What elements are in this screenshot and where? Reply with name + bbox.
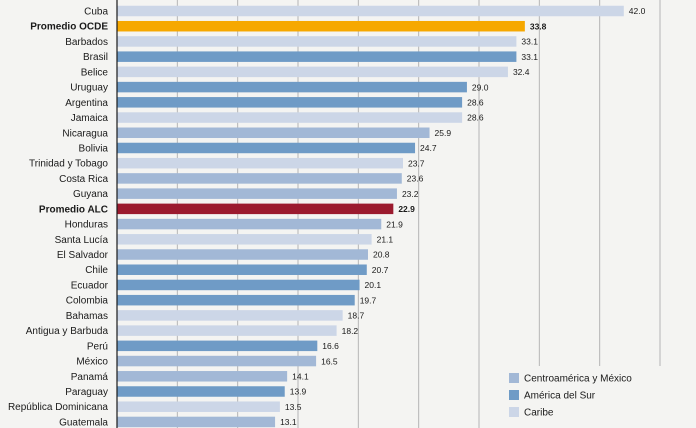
legend-swatch [509,407,519,417]
category-label: Guatemala [59,417,108,428]
bar [117,325,337,336]
value-label: 33.8 [530,21,547,31]
bars [117,5,624,428]
category-label: Panamá [71,372,109,383]
category-label: Costa Rica [59,174,108,185]
bar [117,20,525,32]
category-label: Barbados [65,37,108,48]
category-label: El Salvador [57,250,109,261]
value-label: 28.6 [467,98,484,108]
value-label: 23.7 [408,158,425,168]
value-label: 25.9 [435,128,452,138]
bar [117,81,467,93]
category-label: Colombia [66,296,109,307]
bar [117,355,317,367]
value-label: 21.9 [386,219,403,229]
category-label: Santa Lucía [55,235,109,246]
value-label: 18.2 [342,326,359,336]
bar [117,264,367,275]
category-label: Nicaragua [62,128,108,139]
category-label: Bolivia [79,143,109,154]
value-label: 28.6 [467,113,484,123]
value-label: 14.1 [292,371,309,381]
category-label: Trinidad y Tobago [29,159,108,170]
legend-swatch [509,373,519,383]
value-label: 16.6 [322,341,339,351]
bar [117,218,382,230]
category-label: Ecuador [71,280,109,291]
category-label: Jamaica [71,113,109,124]
value-label: 22.9 [398,204,415,214]
category-label: Cuba [84,7,108,18]
value-label: 32.4 [513,67,530,77]
value-label: 19.7 [360,295,377,305]
category-label: Antigua y Barbuda [26,326,109,337]
category-label: Honduras [65,220,108,231]
bar [117,340,318,352]
bar [117,5,624,17]
legend-label: Caribe [524,408,554,419]
value-label: 33.1 [521,37,538,47]
bar [117,36,517,47]
legend-background [496,366,696,428]
value-label: 13.9 [290,387,307,397]
bar [117,416,276,428]
bar [117,188,397,199]
category-label: República Dominicana [8,402,108,413]
bar [117,234,372,245]
category-label: Uruguay [70,83,108,94]
bar [117,371,288,382]
value-label: 18.7 [348,311,365,321]
category-labels: Cuba Promedio OCDE Barbados Brasil Belice Uru… [8,7,109,428]
bar [117,401,280,412]
value-label: 20.8 [373,250,390,260]
bar [117,112,463,123]
category-label: Guyana [73,189,108,200]
category-label: Belice [81,67,109,78]
value-labels: 42.0 33.8 33.1 33.1 32.4 29.0 28.6 28.6 25.9 24.7… [280,6,646,427]
value-label: 16.5 [321,356,338,366]
value-label: 23.2 [402,189,419,199]
value-label: 13.1 [280,417,297,427]
value-label: 29.0 [472,82,489,92]
bar [117,142,416,154]
category-label: Promedio OCDE [30,22,108,33]
legend: Centroamérica y México América del Sur Car… [496,366,696,428]
category-label: Argentina [65,98,108,109]
bar [117,249,368,260]
value-label: 23.6 [407,174,424,184]
bar [117,310,343,321]
legend-swatch [509,390,519,400]
bar [117,294,355,306]
category-label: México [76,357,108,368]
value-label: 20.7 [372,265,389,275]
legend-label: América del Sur [524,391,596,402]
value-label: 21.1 [377,235,394,245]
bar [117,157,403,169]
bar [117,173,402,184]
value-label: 13.5 [285,402,302,412]
category-label: Paraguay [65,387,108,398]
category-label: Perú [87,341,108,352]
bar [117,51,517,62]
category-label: Promedio ALC [39,204,108,215]
value-label: 42.0 [629,6,646,16]
value-label: 33.1 [521,52,538,62]
bar [117,97,463,108]
category-label: Bahamas [66,311,108,322]
category-label: Brasil [83,52,108,63]
value-label: 20.1 [365,280,382,290]
bar [117,66,508,78]
legend-label: Centroamérica y México [524,374,632,385]
bar [117,203,394,215]
bar [117,279,360,291]
bar [117,127,430,139]
category-label: Chile [85,265,108,276]
bar [117,386,285,397]
value-label: 24.7 [420,143,437,153]
